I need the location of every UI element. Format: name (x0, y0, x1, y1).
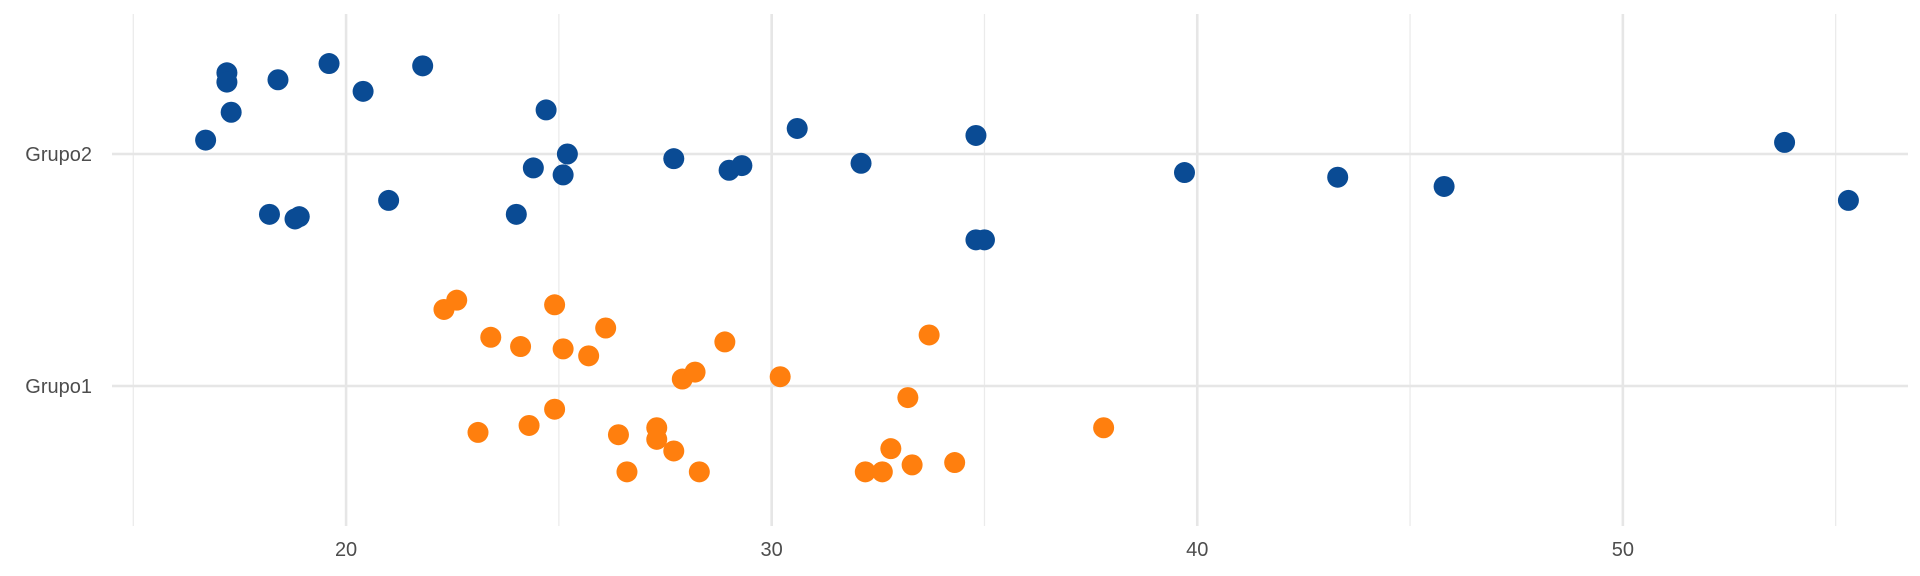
data-point-grupo2 (258, 203, 280, 225)
data-point-grupo1 (769, 366, 791, 388)
data-point-grupo1 (607, 424, 629, 446)
data-point-grupo1 (688, 461, 710, 483)
data-point-grupo1 (1093, 417, 1115, 439)
data-point-grupo2 (352, 80, 374, 102)
data-point-grupo1 (518, 414, 540, 436)
labels-layer: 20 30 40 50 Grupo1 Grupo2 (25, 144, 1634, 561)
data-point-grupo2 (1433, 175, 1455, 197)
data-point-grupo1 (871, 461, 893, 483)
data-point-grupo1 (901, 454, 923, 476)
data-point-grupo2 (1327, 166, 1349, 188)
data-point-grupo2 (556, 143, 578, 165)
data-point-grupo2 (786, 117, 808, 139)
grid-layer (112, 14, 1908, 526)
data-point-grupo2 (195, 129, 217, 151)
data-point-grupo2 (850, 152, 872, 174)
data-point-grupo2 (1774, 131, 1796, 153)
data-point-grupo2 (522, 157, 544, 179)
data-point-grupo1 (544, 398, 566, 420)
points-layer (195, 53, 1859, 483)
data-point-grupo1 (467, 421, 489, 443)
data-point-grupo1 (510, 336, 532, 358)
data-point-grupo1 (714, 331, 736, 353)
x-tick-label: 40 (1186, 539, 1208, 561)
data-point-grupo1 (880, 438, 902, 460)
data-point-grupo2 (412, 55, 434, 77)
data-point-grupo1 (944, 452, 966, 474)
data-point-grupo2 (965, 124, 987, 146)
data-point-grupo1 (897, 387, 919, 409)
data-point-grupo2 (535, 99, 557, 121)
data-point-grupo2 (552, 164, 574, 186)
data-point-grupo2 (318, 53, 340, 75)
data-point-grupo2 (505, 203, 527, 225)
data-point-grupo1 (663, 440, 685, 462)
data-point-grupo1 (918, 324, 940, 346)
data-point-grupo2 (973, 229, 995, 251)
data-point-grupo2 (1837, 189, 1859, 211)
data-point-grupo1 (646, 428, 668, 450)
data-point-grupo1 (446, 289, 468, 311)
data-point-grupo2 (378, 189, 400, 211)
data-point-grupo1 (684, 361, 706, 383)
data-point-grupo1 (544, 294, 566, 316)
x-tick-label: 30 (761, 539, 783, 561)
x-tick-label: 50 (1612, 539, 1634, 561)
data-point-grupo1 (595, 317, 617, 339)
y-category-label: Grupo1 (25, 376, 92, 398)
data-point-grupo1 (854, 461, 876, 483)
x-tick-label: 20 (335, 539, 357, 561)
data-point-grupo2 (220, 101, 242, 123)
data-point-grupo1 (616, 461, 638, 483)
data-point-grupo2 (267, 69, 289, 91)
data-point-grupo2 (1173, 162, 1195, 184)
data-point-grupo1 (578, 345, 600, 367)
data-point-grupo2 (663, 148, 685, 170)
data-point-grupo2 (288, 206, 310, 228)
data-point-grupo2 (731, 155, 753, 177)
y-category-label: Grupo2 (25, 144, 92, 166)
data-point-grupo1 (480, 326, 502, 348)
data-point-grupo1 (552, 338, 574, 360)
data-point-grupo2 (216, 71, 238, 93)
